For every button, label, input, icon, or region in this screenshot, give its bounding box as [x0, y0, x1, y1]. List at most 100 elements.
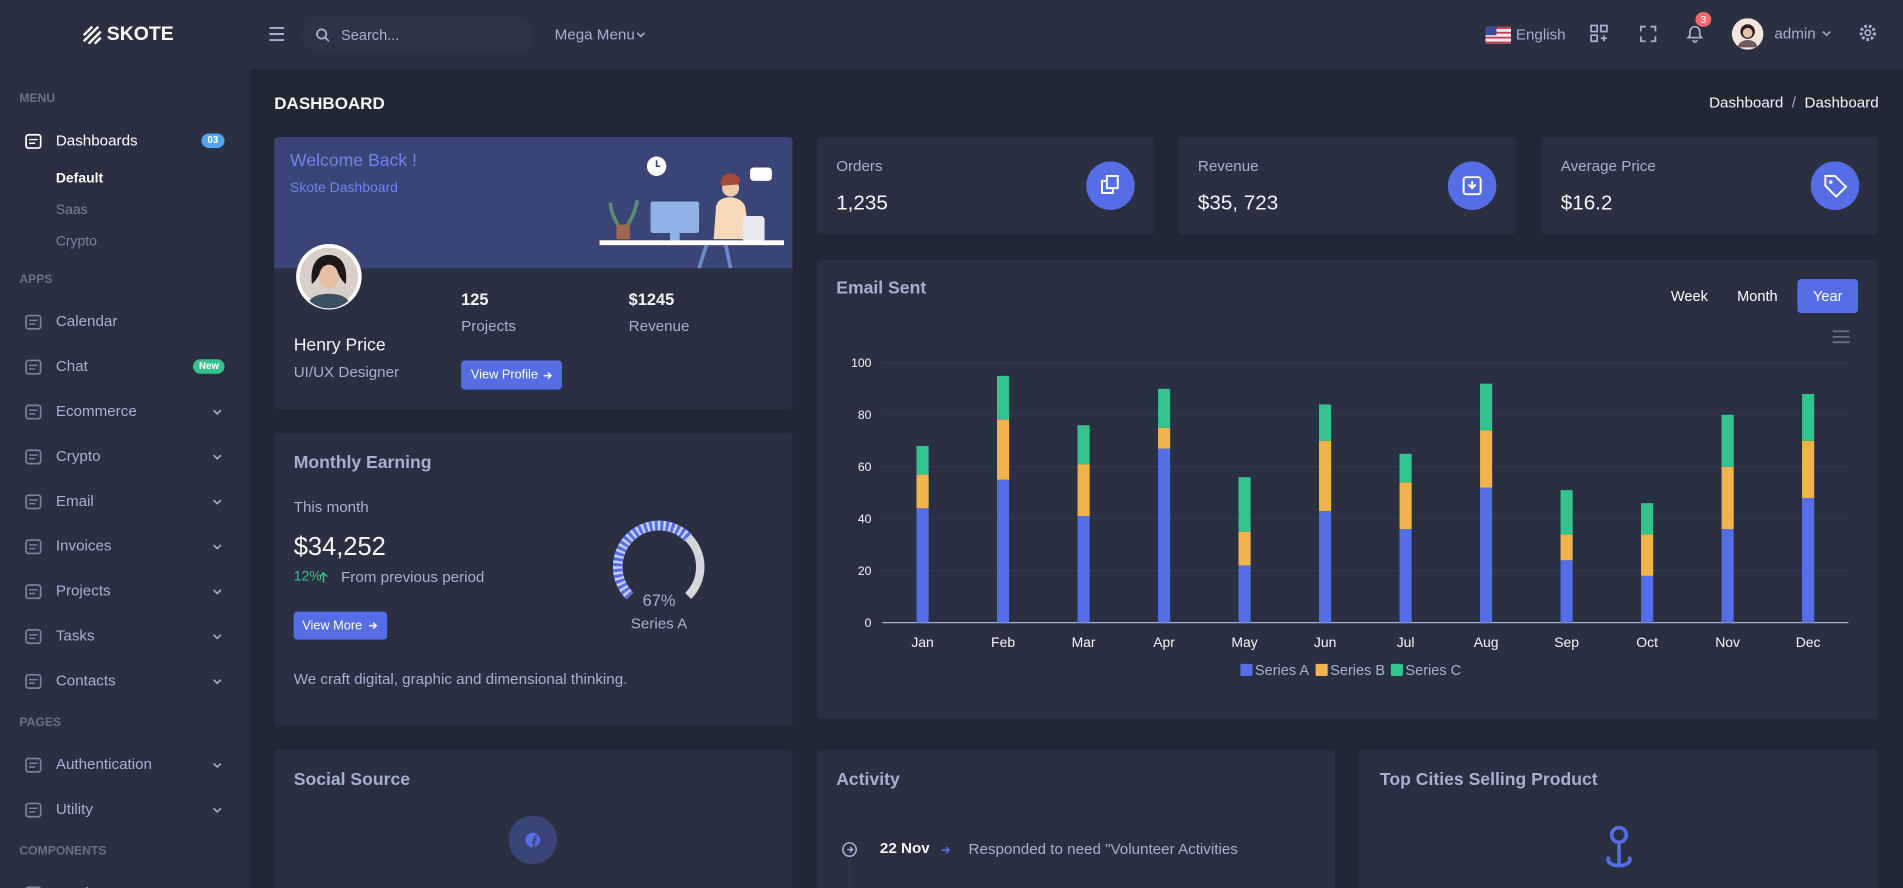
arrow-icon — [543, 372, 553, 380]
icon-shape — [25, 629, 42, 645]
x-tick-label: Jul — [1397, 634, 1415, 650]
bar-segment — [1077, 516, 1090, 623]
settings-icon[interactable] — [1858, 23, 1877, 42]
chevron-shape — [213, 454, 222, 460]
stat-card-label: Orders — [836, 157, 883, 175]
welcome-subtitle: Skote Dashboard — [290, 181, 398, 196]
notification-icon[interactable] — [1686, 23, 1704, 44]
submenu-item[interactable]: Crypto — [55, 234, 97, 250]
mega-menu[interactable]: Mega Menu — [554, 26, 635, 44]
chart-tab[interactable]: Week — [1670, 287, 1708, 305]
arrow-icon — [941, 846, 951, 854]
chevron-shape — [213, 409, 222, 415]
icon-shape — [25, 802, 42, 818]
legend-label[interactable]: Series A — [1255, 663, 1309, 679]
timeline-icon — [842, 842, 858, 888]
icon-shape — [25, 757, 42, 773]
submenu-item[interactable]: Default — [55, 171, 104, 186]
menu-item[interactable]: Contacts — [55, 672, 116, 690]
menu-item[interactable]: Tasks — [55, 627, 95, 645]
chevron — [213, 634, 222, 640]
gauge — [612, 520, 705, 600]
language[interactable]: English — [1515, 26, 1566, 44]
fullscreen-icon[interactable] — [1639, 25, 1657, 43]
x-tick-label: Feb — [991, 634, 1015, 650]
y-tick-label: 80 — [858, 408, 872, 422]
menu-item[interactable]: Projects — [55, 582, 111, 600]
icon-shape — [29, 762, 38, 768]
breadcrumb: DashboardDashboard — [1709, 94, 1879, 112]
menu-item[interactable]: Ecommerce — [55, 402, 137, 420]
menu-item[interactable]: Utility — [55, 800, 93, 818]
chevron-shape — [213, 634, 222, 640]
stat-card-value: 1,235 — [836, 191, 888, 215]
menu-item[interactable]: UI Elements — [56, 886, 139, 888]
legend-marker — [1240, 663, 1253, 677]
bar-segment — [1158, 448, 1171, 623]
y-tick-label: 100 — [851, 356, 871, 370]
search-box[interactable] — [302, 16, 535, 53]
button-label: View More — [302, 618, 363, 634]
bar-segment — [997, 375, 1010, 421]
brand-name[interactable]: SKOTE — [106, 24, 174, 45]
x-tick-label: May — [1231, 634, 1257, 650]
menu-section-title: MENU — [19, 92, 56, 106]
bar-segment — [1480, 487, 1493, 623]
activity-date: 22 Nov — [879, 839, 930, 857]
menu-icon — [25, 757, 42, 773]
chart-menu-icon[interactable] — [1832, 330, 1850, 344]
activity-card — [816, 750, 1336, 888]
bar-segment — [1560, 534, 1573, 561]
chevron-shape — [213, 807, 222, 814]
gauge-value — [612, 520, 693, 600]
card-title: Social Source — [293, 770, 411, 790]
facebook-icon[interactable] — [508, 815, 558, 865]
card-title: Top Cities Selling Product — [1379, 770, 1598, 790]
apps-icon[interactable] — [1590, 24, 1608, 43]
menu-icon — [25, 449, 42, 465]
gauge-name: Series A — [630, 615, 688, 633]
bar-segment — [1319, 510, 1332, 623]
icon-shape — [29, 499, 38, 505]
submenu-item[interactable]: Saas — [55, 202, 88, 218]
icon-shape — [25, 539, 42, 555]
period-label: This month — [293, 498, 369, 516]
chart-tab[interactable]: Month — [1737, 287, 1778, 305]
menu-item[interactable]: Crypto — [55, 447, 101, 465]
x-tick-label: Mar — [1072, 634, 1096, 650]
breadcrumb-item[interactable]: Dashboard — [1709, 94, 1784, 112]
icon-shape — [25, 359, 42, 375]
chart-tab[interactable]: Year — [1813, 287, 1843, 305]
menu-icon — [25, 133, 42, 149]
menu-item[interactable]: Authentication — [55, 755, 152, 773]
menu-item[interactable]: Calendar — [55, 312, 118, 330]
menu-toggle[interactable] — [268, 25, 285, 42]
location-icon — [1606, 825, 1632, 868]
icon-shape — [29, 678, 38, 685]
chevron — [636, 32, 646, 38]
bar-segment — [997, 479, 1010, 623]
profile-name: Henry Price — [293, 335, 386, 356]
gauge-value-base — [612, 520, 693, 600]
menu-item[interactable]: Chat — [55, 357, 88, 375]
menu-icon — [25, 886, 42, 888]
icon-shape — [29, 589, 38, 595]
icon-shape — [25, 886, 42, 888]
legend-label[interactable]: Series C — [1405, 663, 1461, 679]
menu-item[interactable]: Invoices — [55, 537, 112, 555]
chevron — [213, 499, 222, 505]
user-name[interactable]: admin — [1774, 25, 1816, 43]
notification-count: 3 — [1700, 13, 1707, 26]
menu-item[interactable]: Dashboards — [55, 131, 138, 149]
stat-card-label: Revenue — [1197, 157, 1259, 175]
card-title: Activity — [836, 770, 900, 790]
legend-label[interactable]: Series B — [1330, 663, 1385, 679]
menu-item[interactable]: Email — [55, 492, 94, 510]
up-arrow — [319, 571, 328, 583]
chevron — [213, 409, 222, 415]
menu-icon — [25, 584, 42, 600]
bar-segment — [916, 445, 929, 475]
arrow-icon — [368, 622, 378, 630]
x-tick-label: Sep — [1554, 634, 1579, 650]
user-avatar[interactable] — [1731, 18, 1764, 50]
